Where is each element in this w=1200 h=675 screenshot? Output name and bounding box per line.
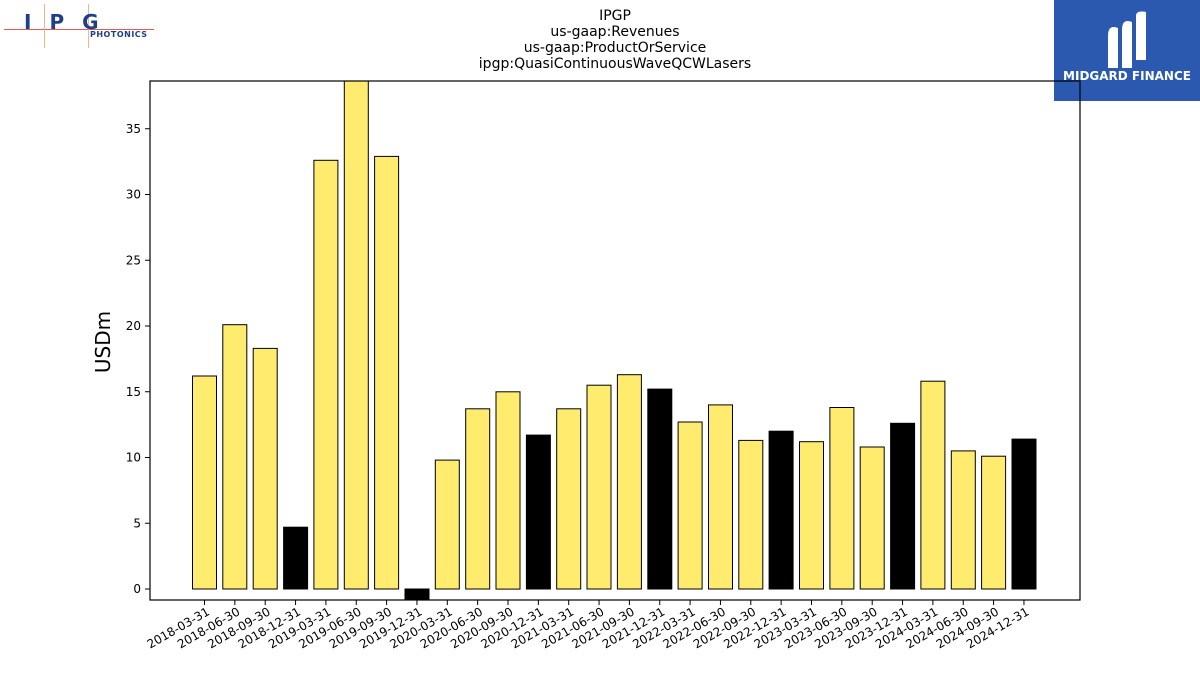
bar <box>950 450 976 590</box>
y-tick-label: 0 <box>133 582 141 596</box>
bar <box>738 439 764 590</box>
bar <box>799 441 824 590</box>
bar <box>890 422 916 590</box>
bar <box>525 434 551 590</box>
bar <box>920 380 946 590</box>
bar <box>981 455 1007 590</box>
y-tick-label: 5 <box>133 516 141 530</box>
bars <box>192 80 1037 601</box>
bar <box>374 155 400 590</box>
chart-title: IPGPus-gaap:Revenuesus-gaap:ProductOrSer… <box>479 8 751 72</box>
bar <box>222 324 248 590</box>
bar <box>252 347 278 590</box>
bar <box>859 446 885 590</box>
y-tick-label: 15 <box>126 385 141 399</box>
y-axis-label: USDm <box>91 311 115 373</box>
y-tick-label: 20 <box>126 319 141 333</box>
midgard-name: MIDGARD FINANCE <box>1063 69 1191 83</box>
bar <box>465 408 491 590</box>
logo-letters: IPG <box>24 10 117 34</box>
midgard-mark-icon <box>1108 11 1146 68</box>
logo-orange-line <box>44 4 45 48</box>
y-tick-label: 35 <box>126 122 141 136</box>
bar <box>647 388 673 590</box>
bar <box>708 404 733 590</box>
ipg-photonics-logo: IPG PHOTONICS <box>4 4 164 48</box>
bar <box>192 375 217 590</box>
title-line: us-gaap:Revenues <box>550 24 679 40</box>
bar <box>313 159 339 590</box>
title-line: us-gaap:ProductOrService <box>524 40 707 56</box>
bar <box>829 407 855 590</box>
logo-subtitle: PHOTONICS <box>90 30 148 39</box>
title-line: ipgp:QuasiContinuousWaveQCWLasers <box>479 56 751 72</box>
bar <box>677 421 703 590</box>
bar <box>495 391 521 590</box>
bar <box>343 80 369 590</box>
bar <box>768 430 794 590</box>
bar <box>283 526 309 590</box>
logo-orange-line <box>88 4 89 48</box>
plot-frame <box>149 80 1081 601</box>
y-tick-label: 10 <box>126 451 141 465</box>
midgard-finance-logo: MIDGARD FINANCE <box>1054 0 1200 101</box>
bar <box>404 588 430 601</box>
y-tick-label: 25 <box>126 253 141 267</box>
logo-red-line <box>4 29 154 30</box>
bar <box>616 374 642 590</box>
bar <box>434 459 460 590</box>
bar <box>1011 438 1037 590</box>
bar <box>586 384 612 590</box>
title-line: IPGP <box>599 8 631 24</box>
y-axis: 0 5 10 15 20 25 30 35 <box>126 122 150 596</box>
bar <box>556 408 582 590</box>
y-tick-label: 30 <box>126 188 141 202</box>
x-axis: 2018-03-312018-06-302018-09-302018-12-31… <box>145 600 1031 651</box>
